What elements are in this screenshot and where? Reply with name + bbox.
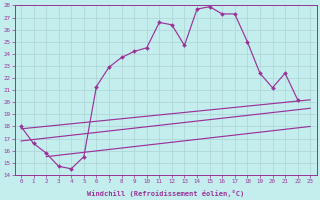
X-axis label: Windchill (Refroidissement éolien,°C): Windchill (Refroidissement éolien,°C)	[87, 190, 244, 197]
